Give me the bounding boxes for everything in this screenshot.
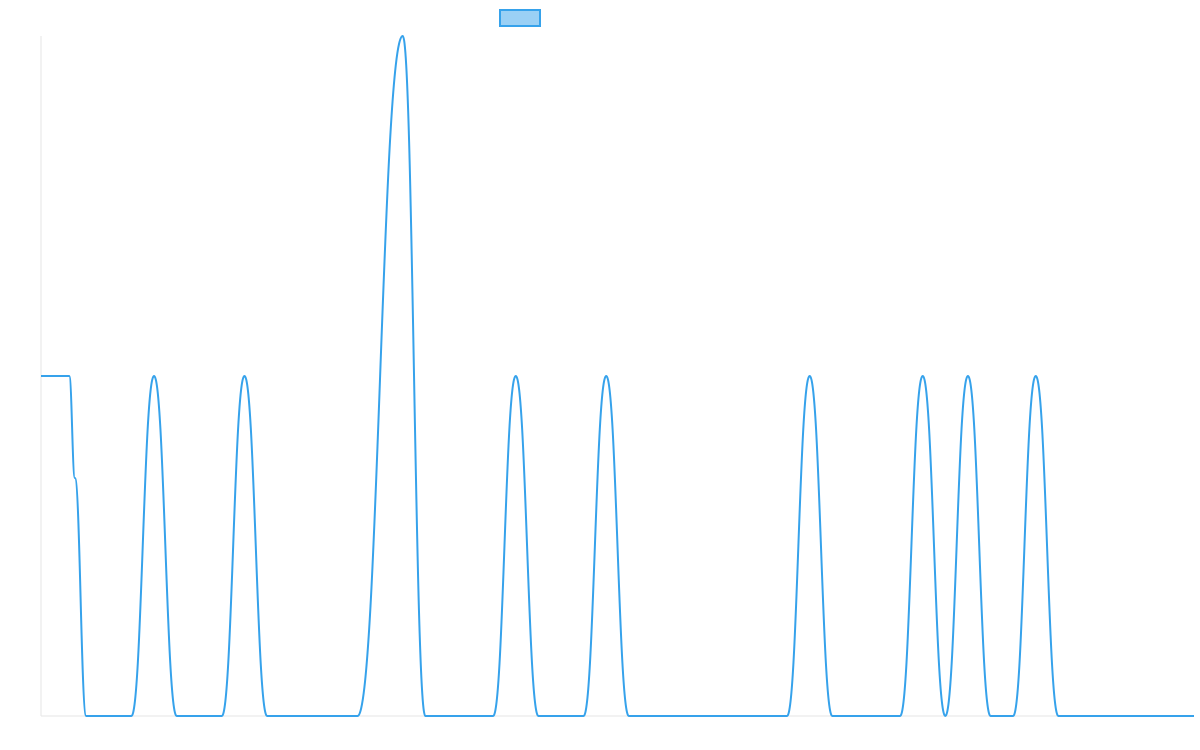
data-point-0-19[interactable] <box>626 713 632 719</box>
data-point-0-22[interactable] <box>829 713 835 719</box>
series-line-0 <box>41 35 1194 718</box>
data-point-0-3[interactable] <box>72 475 78 481</box>
data-point-0-25[interactable] <box>942 713 948 719</box>
data-point-0-7[interactable] <box>174 713 180 719</box>
data-point-0-12[interactable] <box>400 33 406 39</box>
data-point-0-2[interactable] <box>66 373 72 379</box>
data-point-0-8[interactable] <box>219 713 225 719</box>
data-point-0-21[interactable] <box>807 373 813 379</box>
data-point-0-11[interactable] <box>355 713 361 719</box>
legend-swatch[interactable] <box>499 9 541 27</box>
data-point-0-0[interactable] <box>38 373 44 379</box>
data-point-0-24[interactable] <box>920 373 926 379</box>
data-point-0-30[interactable] <box>1055 713 1061 719</box>
data-point-0-28[interactable] <box>1010 713 1016 719</box>
data-point-0-4[interactable] <box>83 713 89 719</box>
data-point-0-14[interactable] <box>490 713 496 719</box>
series-layer <box>38 33 1197 719</box>
data-point-0-29[interactable] <box>1033 373 1039 379</box>
data-point-0-18[interactable] <box>603 373 609 379</box>
data-point-0-13[interactable] <box>422 713 428 719</box>
data-point-0-9[interactable] <box>241 373 247 379</box>
data-point-0-16[interactable] <box>535 713 541 719</box>
data-point-0-6[interactable] <box>151 373 157 379</box>
data-point-0-5[interactable] <box>128 713 134 719</box>
data-point-0-17[interactable] <box>581 713 587 719</box>
data-point-0-1[interactable] <box>44 373 50 379</box>
data-point-0-15[interactable] <box>513 373 519 379</box>
data-point-0-31[interactable] <box>1191 713 1197 719</box>
data-point-0-10[interactable] <box>264 713 270 719</box>
data-point-0-20[interactable] <box>784 713 790 719</box>
data-point-0-23[interactable] <box>897 713 903 719</box>
data-point-0-27[interactable] <box>988 713 994 719</box>
data-point-0-26[interactable] <box>965 373 971 379</box>
legend[interactable] <box>499 9 541 27</box>
